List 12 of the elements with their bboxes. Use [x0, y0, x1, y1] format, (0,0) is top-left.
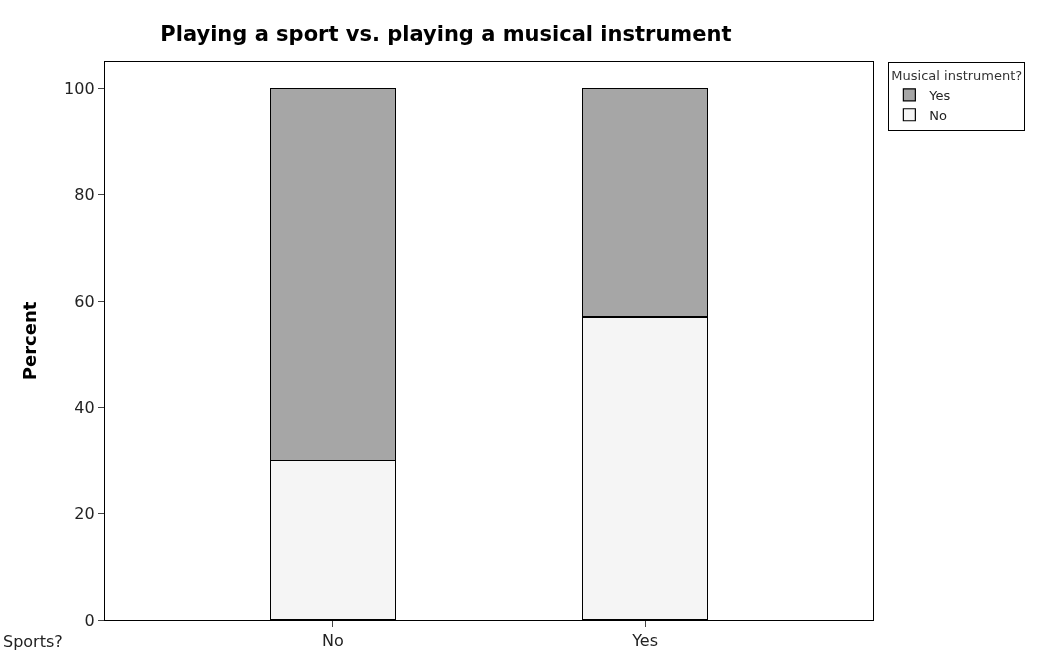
legend-label: No — [929, 107, 948, 123]
y-axis-title: Percent — [19, 301, 41, 381]
y-tick-label: 20 — [74, 504, 95, 524]
y-tick-label: 60 — [74, 291, 95, 311]
y-tick-label: 40 — [74, 398, 95, 418]
chart-title: Playing a sport vs. playing a musical instrument — [160, 22, 732, 47]
legend-label: Yes — [928, 87, 951, 103]
legend-title: Musical instrument? — [891, 67, 1023, 83]
y-tick-label: 0 — [84, 610, 95, 630]
y-tick-label: 80 — [74, 185, 95, 205]
y-tick-label: 100 — [64, 79, 95, 99]
x-axis-title: Sports? — [3, 632, 63, 651]
